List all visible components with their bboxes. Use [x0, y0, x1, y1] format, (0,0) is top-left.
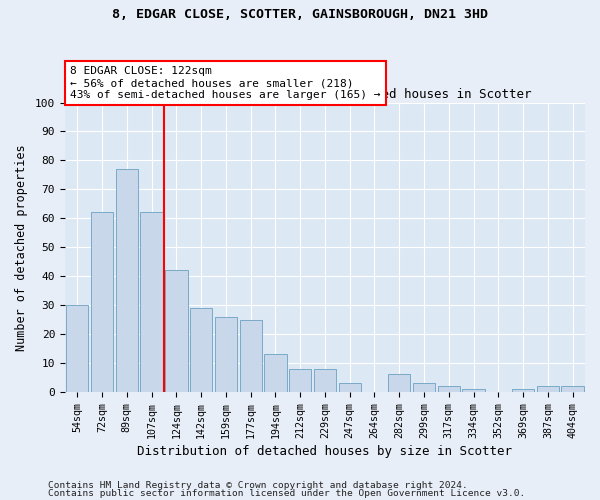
Bar — [165, 270, 188, 392]
Bar — [413, 383, 435, 392]
Bar — [190, 308, 212, 392]
Bar — [239, 320, 262, 392]
Bar — [512, 389, 534, 392]
Text: Contains public sector information licensed under the Open Government Licence v3: Contains public sector information licen… — [48, 489, 525, 498]
Bar — [140, 212, 163, 392]
Bar — [215, 316, 237, 392]
Bar — [463, 389, 485, 392]
Bar — [437, 386, 460, 392]
X-axis label: Distribution of detached houses by size in Scotter: Distribution of detached houses by size … — [137, 444, 512, 458]
Bar — [91, 212, 113, 392]
Title: Size of property relative to detached houses in Scotter: Size of property relative to detached ho… — [119, 88, 531, 102]
Bar — [116, 169, 138, 392]
Bar — [537, 386, 559, 392]
Bar — [264, 354, 287, 392]
Bar — [314, 368, 336, 392]
Bar — [66, 305, 88, 392]
Bar — [562, 386, 584, 392]
Bar — [388, 374, 410, 392]
Text: Contains HM Land Registry data © Crown copyright and database right 2024.: Contains HM Land Registry data © Crown c… — [48, 480, 468, 490]
Bar — [338, 383, 361, 392]
Text: 8, EDGAR CLOSE, SCOTTER, GAINSBOROUGH, DN21 3HD: 8, EDGAR CLOSE, SCOTTER, GAINSBOROUGH, D… — [112, 8, 488, 20]
Text: 8 EDGAR CLOSE: 122sqm
← 56% of detached houses are smaller (218)
43% of semi-det: 8 EDGAR CLOSE: 122sqm ← 56% of detached … — [70, 66, 380, 100]
Y-axis label: Number of detached properties: Number of detached properties — [15, 144, 28, 350]
Bar — [289, 368, 311, 392]
